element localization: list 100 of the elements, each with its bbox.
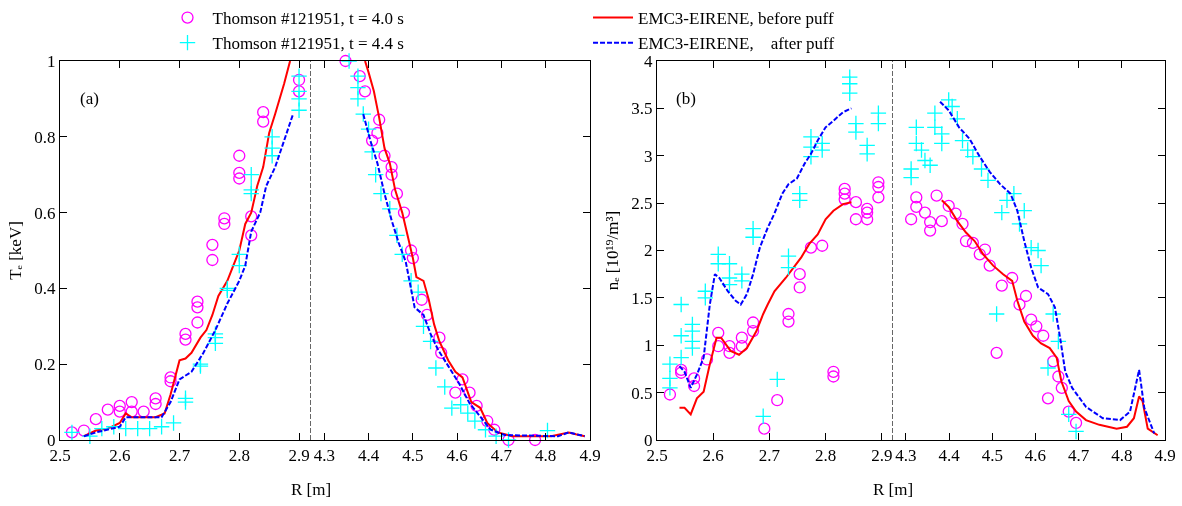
point <box>872 191 885 204</box>
point <box>1025 313 1038 326</box>
point <box>672 349 690 366</box>
y-tick-label: 3 <box>644 146 653 166</box>
point <box>712 340 725 353</box>
point <box>841 84 859 102</box>
point <box>257 115 270 128</box>
point <box>101 403 114 416</box>
point <box>230 245 248 263</box>
legend-label: EMC3-EIRENE, after puff <box>638 34 835 54</box>
point <box>149 392 162 405</box>
point <box>436 378 454 396</box>
point <box>687 379 701 393</box>
point <box>77 424 91 437</box>
point <box>933 135 951 152</box>
point <box>165 414 182 432</box>
point <box>1005 185 1023 202</box>
point <box>768 371 786 388</box>
point <box>988 305 1005 323</box>
point <box>149 397 162 411</box>
point <box>983 259 996 272</box>
x-tick-label: 2.6 <box>109 446 131 466</box>
point <box>910 191 923 204</box>
point <box>245 229 258 242</box>
point <box>435 346 448 359</box>
point <box>177 393 194 411</box>
point <box>1060 406 1078 423</box>
point <box>804 241 818 254</box>
point <box>993 204 1011 221</box>
point <box>385 168 398 181</box>
point <box>179 333 192 346</box>
point <box>367 166 385 184</box>
y-tick-label: 1 <box>47 51 56 71</box>
point <box>1019 289 1033 303</box>
point <box>723 340 736 353</box>
point <box>684 339 701 357</box>
point <box>372 185 390 202</box>
point <box>81 427 99 445</box>
point <box>942 199 955 213</box>
point <box>872 180 885 194</box>
point <box>179 327 192 341</box>
point <box>923 224 937 237</box>
point <box>218 212 231 225</box>
annotation: (a) <box>80 89 99 108</box>
point <box>218 217 231 231</box>
point <box>687 372 701 385</box>
point <box>838 193 851 206</box>
point <box>409 283 427 301</box>
point <box>923 215 937 229</box>
point <box>813 141 831 159</box>
point <box>488 423 501 436</box>
point <box>164 375 177 388</box>
y-tick-label: 1 <box>644 336 653 356</box>
y-tick-label: 1.5 <box>631 288 653 308</box>
x-tick-label: 2.9 <box>288 446 310 466</box>
point <box>242 181 260 199</box>
y-axis-title: Tₑ [keV] <box>5 221 25 280</box>
point <box>113 399 126 413</box>
x-tick-label: 4.5 <box>402 446 424 466</box>
legend-label: Thomson #121951, t = 4.0 s <box>212 9 404 29</box>
x-tick-label: 2.8 <box>228 446 250 466</box>
point <box>456 373 469 386</box>
point <box>661 355 679 373</box>
x-tick-label: 4.5 <box>981 446 1003 466</box>
point <box>365 134 379 147</box>
point <box>443 399 461 417</box>
point <box>771 394 784 407</box>
point <box>979 172 997 189</box>
x-tick-label: 4.3 <box>313 446 335 466</box>
point <box>470 399 483 413</box>
point <box>940 91 958 109</box>
point <box>233 166 246 179</box>
point <box>995 279 1008 292</box>
point <box>353 70 366 83</box>
point <box>782 307 795 321</box>
point <box>125 395 138 409</box>
x-tick-label: 4.6 <box>1024 446 1047 466</box>
point <box>959 234 973 248</box>
point <box>978 243 992 256</box>
point <box>744 228 762 246</box>
point <box>1006 271 1019 285</box>
y-tick-label: 0 <box>47 430 56 450</box>
point <box>449 386 462 399</box>
point <box>385 160 398 174</box>
point <box>206 253 219 267</box>
point <box>733 272 751 290</box>
point <box>782 315 795 328</box>
x-tick-label: 4.9 <box>579 446 601 466</box>
point <box>1062 405 1075 418</box>
point <box>949 207 962 220</box>
point <box>422 333 439 350</box>
point <box>93 420 111 437</box>
point <box>904 213 918 226</box>
point <box>935 214 948 228</box>
x-tick-label: 4.7 <box>490 446 513 466</box>
point <box>191 316 204 329</box>
point <box>849 196 863 209</box>
point <box>926 104 944 122</box>
point <box>1067 423 1085 440</box>
point <box>746 324 760 338</box>
